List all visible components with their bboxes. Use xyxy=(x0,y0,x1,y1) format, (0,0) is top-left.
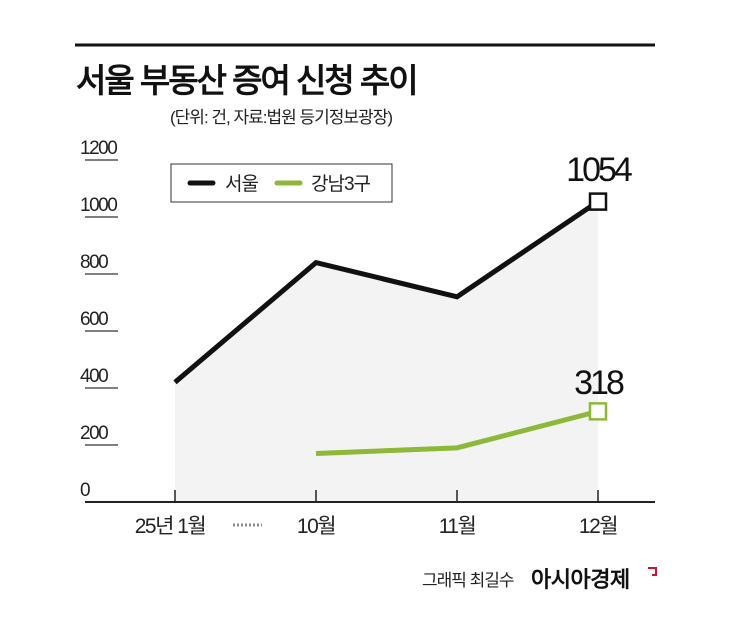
data-label-gangnam-dec: 318 xyxy=(574,364,624,402)
legend-label-gangnam: 강남3구 xyxy=(311,173,371,195)
y-tick-label: 0 xyxy=(80,480,90,501)
y-tick-label: 400 xyxy=(80,366,108,387)
data-label-seoul-dec: 1054 xyxy=(566,151,632,189)
chart-subtitle: (단위: 건, 자료:법원 등기정보광장) xyxy=(170,108,392,127)
data-point-marker xyxy=(590,403,606,419)
y-tick-label: 200 xyxy=(80,423,108,444)
x-tick-label: 11월 xyxy=(439,515,476,538)
y-tick-label: 1000 xyxy=(80,195,117,216)
chart-title: 서울 부동산 증여 신청 추이 xyxy=(76,62,417,99)
legend-label-seoul: 서울 xyxy=(225,173,258,195)
x-tick-label: 25년 1월 xyxy=(135,515,206,538)
brand-mark-icon xyxy=(648,568,656,575)
x-tick-label: 10월 xyxy=(297,515,335,538)
legend: 서울 강남3구 xyxy=(171,164,392,202)
credit-graphic: 그래픽 최길수 xyxy=(422,571,514,590)
data-point-marker xyxy=(590,194,606,210)
brand-logo: 아시아경제 xyxy=(531,567,630,592)
y-tick-label: 1200 xyxy=(80,138,117,159)
y-tick-label: 800 xyxy=(80,252,108,273)
y-tick-label: 600 xyxy=(80,309,108,330)
x-tick-label: 12월 xyxy=(579,515,617,538)
